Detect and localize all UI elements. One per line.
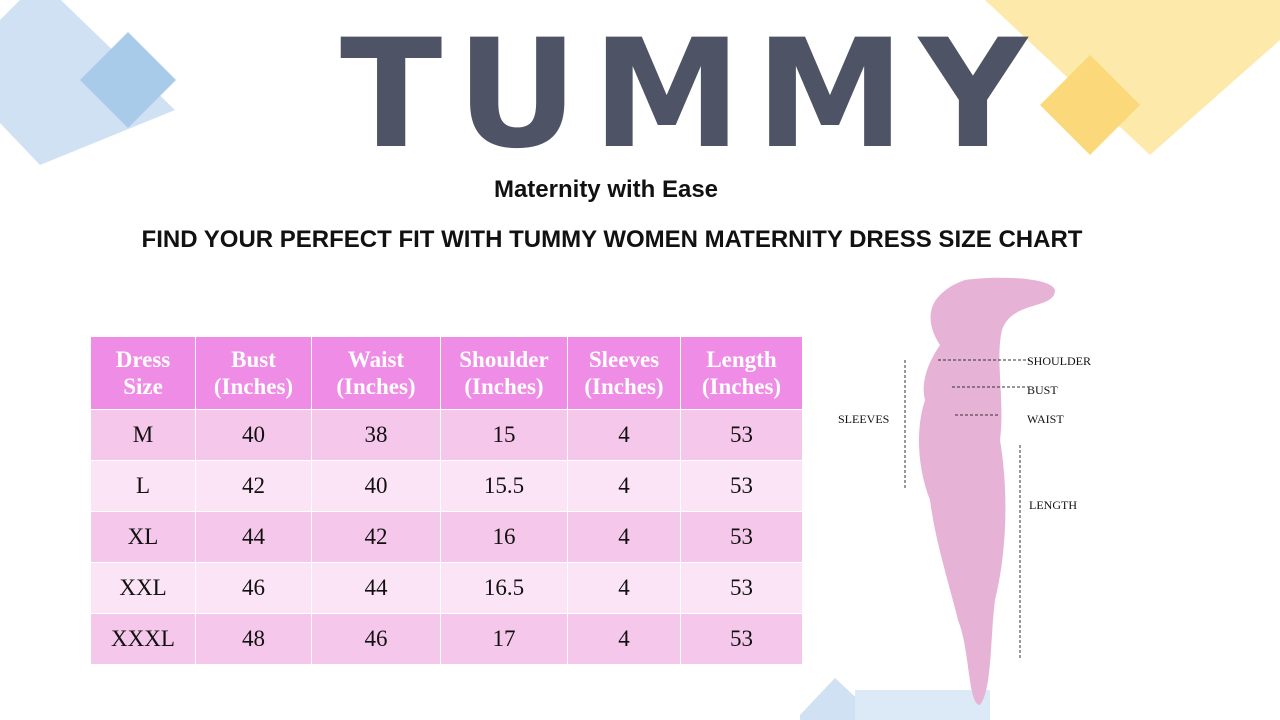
tagline: Maternity with Ease xyxy=(493,176,719,203)
table-cell: XL xyxy=(90,511,196,563)
table-row: XXXL 48 46 17 4 53 xyxy=(90,613,803,665)
table-cell: 40 xyxy=(311,460,441,512)
table-cell: 4 xyxy=(567,409,681,461)
table-cell: 16.5 xyxy=(440,562,568,614)
label: LENGTH xyxy=(1029,498,1077,512)
column-header: Sleeves (Inches) xyxy=(567,336,681,410)
table-cell: 4 xyxy=(567,562,681,614)
table-cell: 48 xyxy=(195,613,312,665)
label: SHOULDER xyxy=(1027,354,1092,368)
table-cell: 53 xyxy=(680,613,803,665)
table-cell: 46 xyxy=(195,562,312,614)
table-cell: 53 xyxy=(680,460,803,512)
table-cell: 44 xyxy=(195,511,312,563)
silhouette xyxy=(918,277,1055,705)
table-cell: 15.5 xyxy=(440,460,568,512)
label: BUST xyxy=(1027,383,1058,397)
table-cell: 53 xyxy=(680,562,803,614)
label: SLEEVES xyxy=(838,412,890,426)
table-cell: 38 xyxy=(311,409,441,461)
table-cell: 4 xyxy=(567,613,681,665)
table-cell: 15 xyxy=(440,409,568,461)
table-cell: 17 xyxy=(440,613,568,665)
table-row: XXL 46 44 16.5 4 53 xyxy=(90,562,803,614)
table-cell: 53 xyxy=(680,511,803,563)
column-header: Length (Inches) xyxy=(680,336,803,410)
table-cell: 4 xyxy=(567,460,681,512)
table-cell: 42 xyxy=(311,511,441,563)
table-cell: 16 xyxy=(440,511,568,563)
column-header: Bust (Inches) xyxy=(195,336,312,410)
column-header: Dress Size xyxy=(90,336,196,410)
brand-logo: TUMMY xyxy=(340,8,1042,182)
table-row: M 40 38 15 4 53 xyxy=(90,409,803,461)
table-cell: L xyxy=(90,460,196,512)
table-row: L 42 40 15.5 4 53 xyxy=(90,460,803,512)
table-cell: 44 xyxy=(311,562,441,614)
column-header: Shoulder (Inches) xyxy=(440,336,568,410)
table-cell: 53 xyxy=(680,409,803,461)
page-title: FIND YOUR PERFECT FIT WITH TUMMY WOMEN M… xyxy=(141,226,1083,253)
table-cell: 40 xyxy=(195,409,312,461)
table-cell: 4 xyxy=(567,511,681,563)
column-header: Waist (Inches) xyxy=(311,336,441,410)
table-cell: 46 xyxy=(311,613,441,665)
table-cell: XXL xyxy=(90,562,196,614)
label: WAIST xyxy=(1027,412,1064,426)
table-row: XL 44 42 16 4 53 xyxy=(90,511,803,563)
table-cell: XXXL xyxy=(90,613,196,665)
table-cell: M xyxy=(90,409,196,461)
size-table: Dress Size Bust (Inches) Waist (Inches) Sho… xyxy=(90,336,803,665)
table-cell: 42 xyxy=(195,460,312,512)
